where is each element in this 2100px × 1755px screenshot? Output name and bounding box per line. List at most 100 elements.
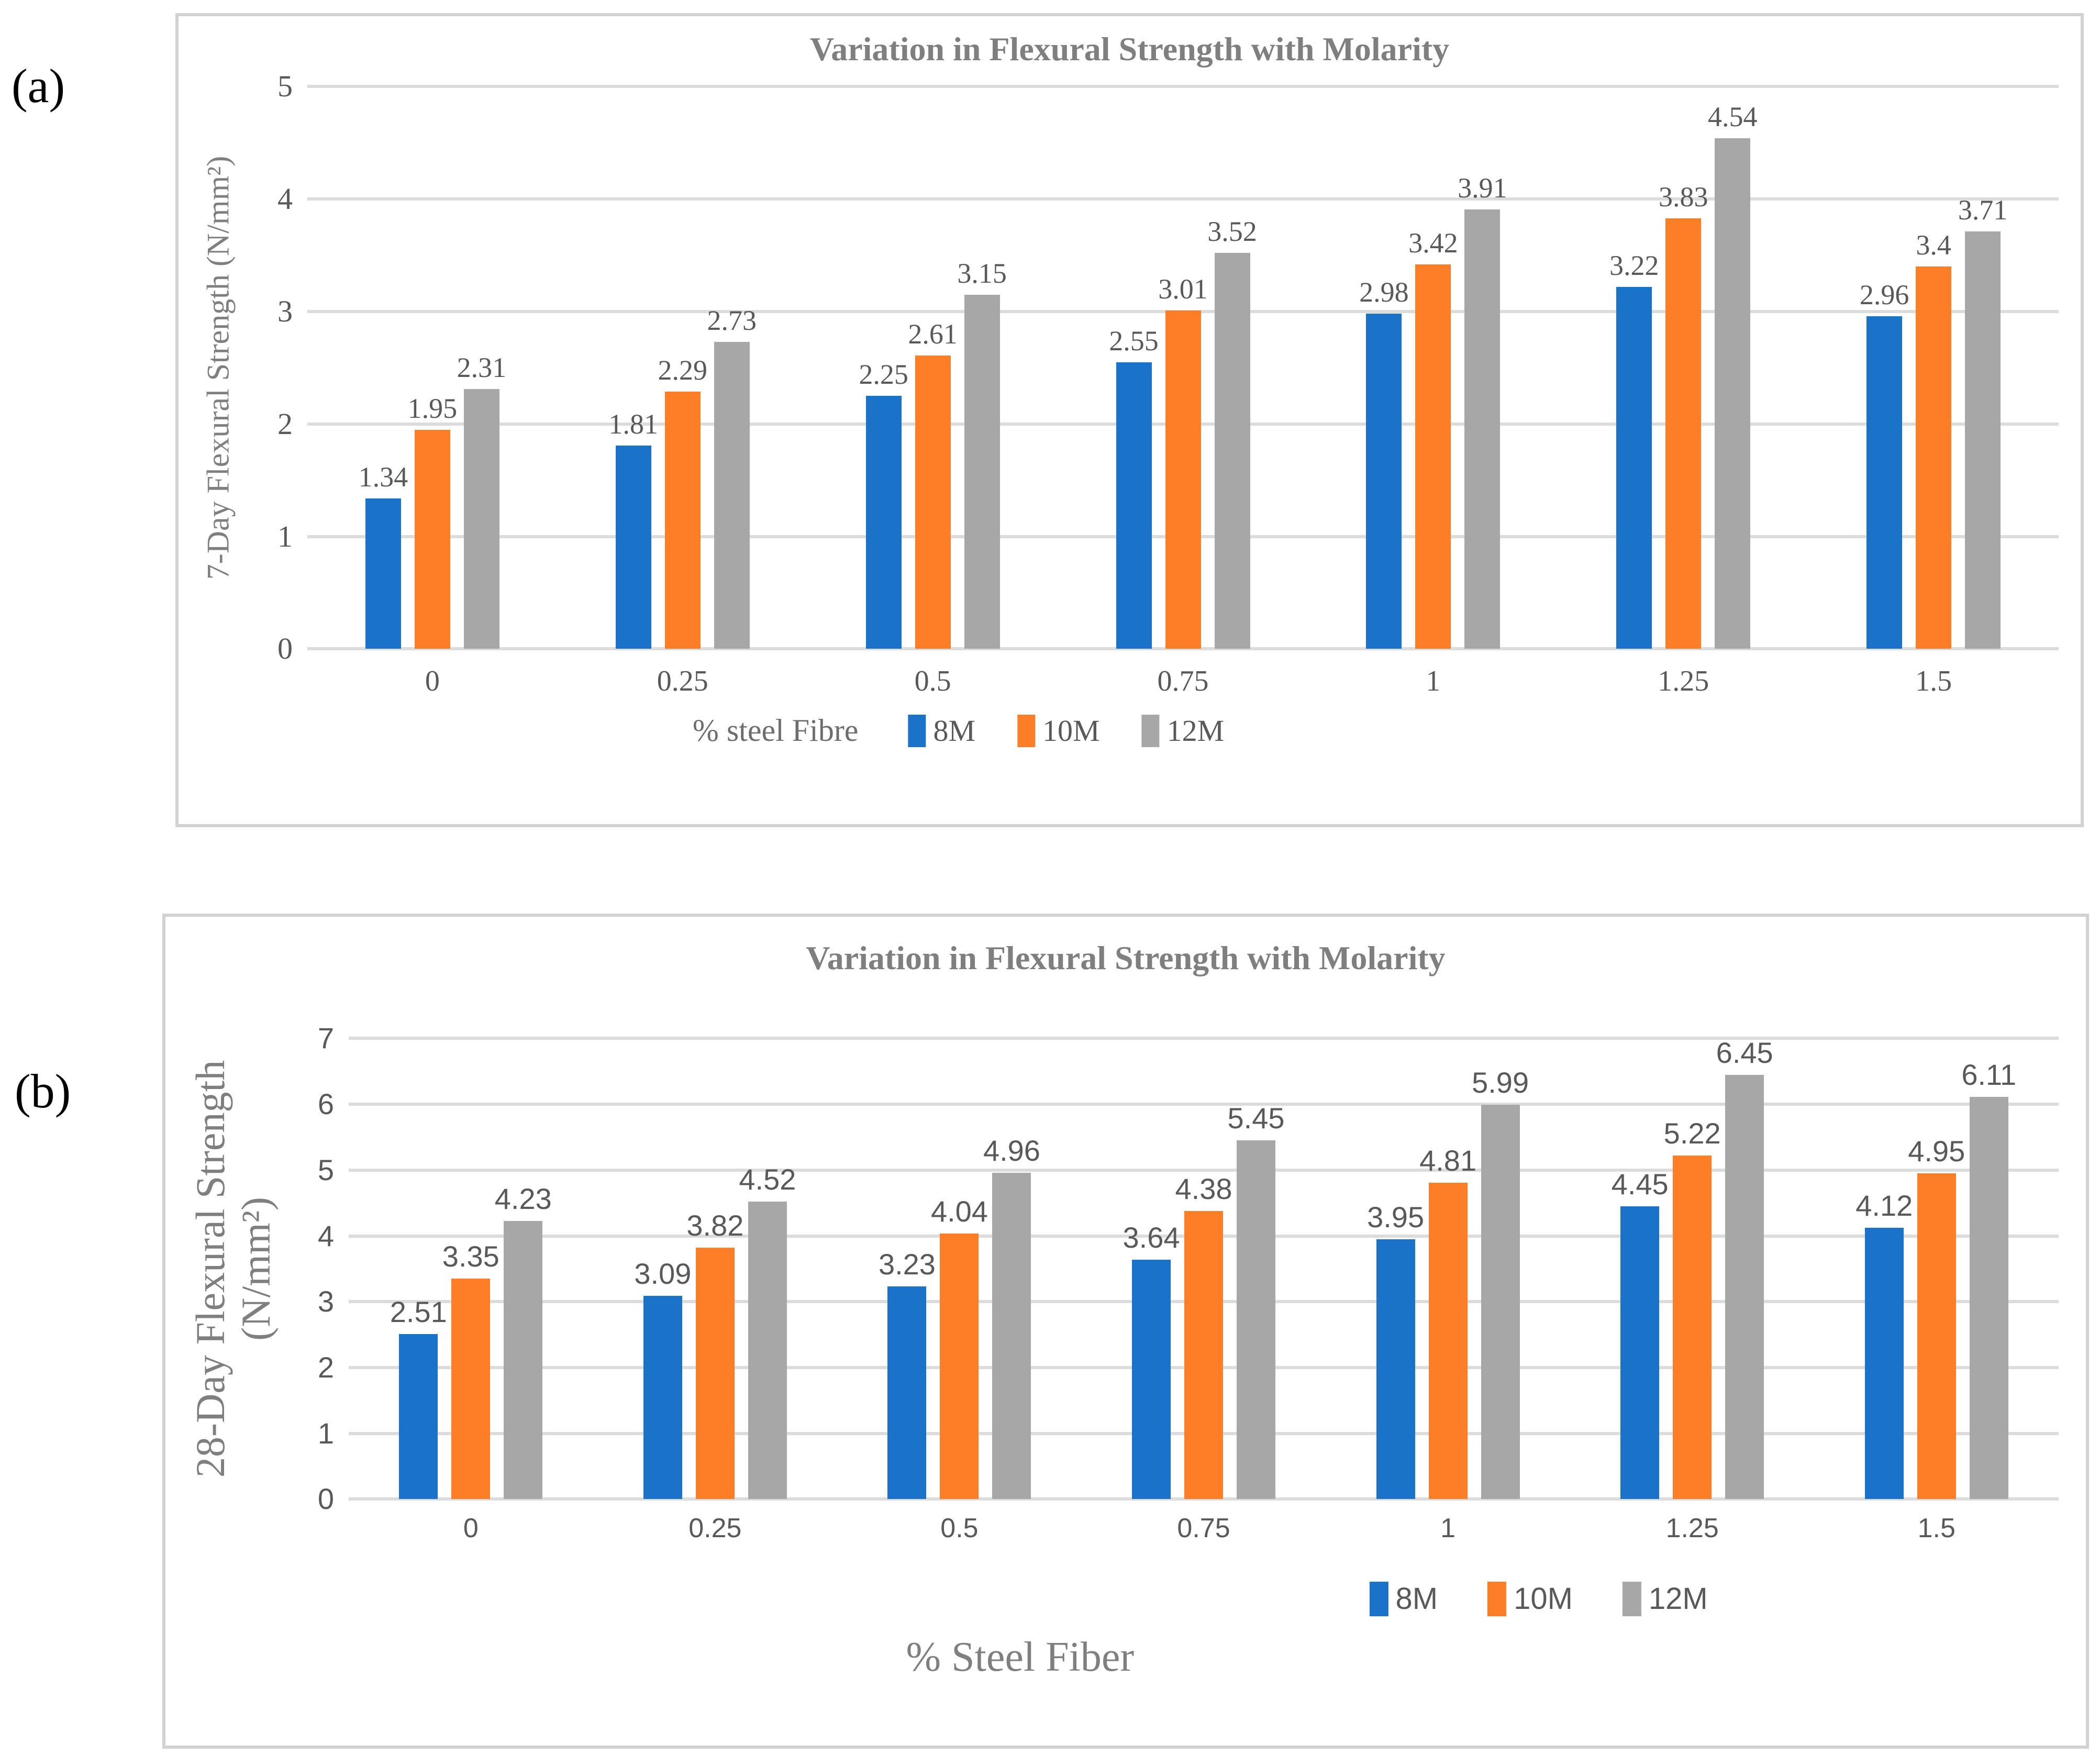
bar-10m-1.25 bbox=[1673, 1156, 1712, 1499]
bar-8m-0 bbox=[399, 1334, 438, 1499]
chart-b-legend: 8M 10M 12M bbox=[1369, 1582, 1708, 1617]
data-label-12m-0: 4.23 bbox=[494, 1182, 552, 1215]
y-tick-label-3: 3 bbox=[277, 294, 293, 328]
bar-slot: 3.22 bbox=[1609, 86, 1659, 649]
data-label-8m-1.5: 2.96 bbox=[1859, 279, 1909, 310]
x-tick-label-0: 0 bbox=[463, 1513, 479, 1544]
gridline-y4 bbox=[307, 197, 2059, 201]
bar-8m-0.25 bbox=[643, 1295, 682, 1499]
data-label-8m-0.5: 2.25 bbox=[859, 359, 908, 391]
data-label-8m-0.75: 2.55 bbox=[1109, 325, 1159, 357]
bar-12m-0.25 bbox=[748, 1202, 787, 1499]
x-tick-label-1.5: 1.5 bbox=[1915, 665, 1952, 698]
x-tick-label-1: 1 bbox=[1426, 665, 1441, 698]
bar-12m-0.75 bbox=[1214, 253, 1250, 649]
bar-8m-1.5 bbox=[1866, 316, 1903, 649]
data-label-10m-0.25: 2.29 bbox=[658, 354, 708, 386]
y-tick-label-2: 2 bbox=[317, 1350, 334, 1384]
bar-slot: 4.96 bbox=[983, 1038, 1040, 1499]
data-label-12m-0.75: 5.45 bbox=[1227, 1102, 1285, 1135]
gridline-y0 bbox=[307, 647, 2059, 651]
bar-12m-0.75 bbox=[1237, 1140, 1276, 1499]
bar-group-0.25: 3.09 3.82 4.52 bbox=[593, 1038, 838, 1499]
bar-10m-0.25 bbox=[664, 391, 701, 649]
bar-8m-1.25 bbox=[1616, 286, 1652, 649]
bar-8m-0.5 bbox=[865, 396, 902, 649]
legend-item-10m: 10M bbox=[1017, 714, 1100, 747]
y-tick-label-1: 1 bbox=[317, 1416, 334, 1450]
bar-12m-1.25 bbox=[1715, 138, 1751, 649]
data-label-10m-0.5: 4.04 bbox=[930, 1194, 988, 1228]
bar-8m-1 bbox=[1376, 1239, 1415, 1499]
legend-swatch-12m bbox=[1141, 714, 1160, 747]
data-label-12m-0.25: 4.52 bbox=[739, 1163, 796, 1196]
bar-group-0: 2.51 3.35 4.23 bbox=[349, 1038, 593, 1499]
legend-label-12m: 12M bbox=[1648, 1582, 1708, 1616]
x-tick-label-1: 1 bbox=[1440, 1513, 1456, 1544]
bar-slot: 3.09 bbox=[634, 1038, 691, 1499]
data-label-12m-0.5: 4.96 bbox=[983, 1134, 1040, 1167]
gridline-y7 bbox=[349, 1037, 2059, 1040]
bar-slot: 2.96 bbox=[1860, 86, 1909, 649]
legend-swatch-10m bbox=[1017, 714, 1036, 747]
chart-b-y-axis-ticks: 0 1 2 3 4 5 6 7 bbox=[296, 1024, 349, 1514]
bar-10m-0.5 bbox=[940, 1233, 979, 1499]
data-label-8m-0: 1.34 bbox=[358, 461, 408, 493]
data-label-12m-1: 3.91 bbox=[1458, 172, 1507, 204]
chart-a-x-axis-title: % steel Fibre bbox=[692, 713, 859, 748]
bar-slot: 5.99 bbox=[1472, 1038, 1529, 1499]
bar-8m-0.75 bbox=[1116, 362, 1152, 649]
chart-a-y-axis-ticks: 0 1 2 3 4 5 bbox=[250, 71, 307, 664]
bar-slot: 4.04 bbox=[931, 1038, 988, 1499]
bar-12m-1.5 bbox=[1965, 231, 2001, 649]
chart-b-x-axis-ticks: 0 0.25 0.5 0.75 1 1.25 1.5 bbox=[165, 1499, 2086, 1551]
x-axis-spacer bbox=[179, 667, 307, 701]
y-tick-label-2: 2 bbox=[277, 406, 293, 441]
chart-b-x-axis-title-row: % Steel Fiber bbox=[165, 1634, 2086, 1696]
data-label-10m-1.5: 4.95 bbox=[1908, 1135, 1965, 1168]
chart-b-y-axis-title: 28-Day Flexural Strength (N/mm²) bbox=[171, 1038, 296, 1499]
bar-8m-0 bbox=[365, 498, 401, 649]
bar-slot: 3.23 bbox=[879, 1038, 936, 1499]
chart-a-x-axis-ticks: 0 0.25 0.5 0.75 1 1.25 1.5 bbox=[179, 649, 2081, 701]
bar-slot: 4.81 bbox=[1419, 1038, 1476, 1499]
bar-group-1.5: 2.96 3.4 3.71 bbox=[1808, 86, 2059, 649]
legend-item-12m: 12M bbox=[1141, 714, 1224, 747]
chart-b-panel: Variation in Flexural Strength with Mola… bbox=[162, 914, 2089, 1749]
bar-12m-0 bbox=[504, 1220, 543, 1499]
y-tick-label-3: 3 bbox=[317, 1285, 334, 1318]
bar-slot: 2.31 bbox=[457, 86, 506, 649]
bar-slot: 4.45 bbox=[1612, 1038, 1669, 1499]
chart-b-title: Variation in Flexural Strength with Mola… bbox=[806, 939, 1446, 976]
bar-slot: 3.42 bbox=[1408, 86, 1458, 649]
bar-slot: 2.25 bbox=[859, 86, 908, 649]
chart-a-x-labels: 0 0.25 0.5 0.75 1 1.25 1.5 bbox=[307, 667, 2059, 701]
bar-slot: 3.52 bbox=[1207, 86, 1257, 649]
data-label-8m-1: 3.95 bbox=[1367, 1200, 1425, 1234]
bar-slot: 3.64 bbox=[1123, 1038, 1180, 1499]
bar-10m-1.5 bbox=[1916, 266, 1952, 649]
bar-group-1.25: 3.22 3.83 4.54 bbox=[1558, 86, 1808, 649]
bar-12m-0.5 bbox=[964, 294, 1000, 649]
x-tick-label-0.25: 0.25 bbox=[657, 665, 708, 698]
bar-slot: 4.54 bbox=[1708, 86, 1757, 649]
chart-b-x-axis-title: % Steel Fiber bbox=[906, 1634, 1134, 1681]
bar-group-1: 3.95 4.81 5.99 bbox=[1326, 1038, 1570, 1499]
x-tick-label-0.5: 0.5 bbox=[940, 1513, 979, 1544]
data-label-12m-0.5: 3.15 bbox=[957, 257, 1007, 289]
bar-slot: 3.01 bbox=[1158, 86, 1208, 649]
bar-slot: 3.35 bbox=[442, 1038, 499, 1499]
chart-a-plot-area: 1.34 1.95 2.31 1.81 2.29 2.73 2.25 2.61 3.15 2.55… bbox=[307, 85, 2059, 651]
gridline-y5 bbox=[349, 1168, 2059, 1172]
y-tick-label-7: 7 bbox=[317, 1021, 334, 1055]
legend-item-10m: 10M bbox=[1487, 1582, 1573, 1617]
data-label-10m-1: 4.81 bbox=[1419, 1143, 1477, 1177]
bar-10m-0.5 bbox=[915, 355, 951, 649]
bar-10m-0.25 bbox=[695, 1248, 735, 1499]
bar-8m-1.5 bbox=[1864, 1228, 1904, 1499]
legend-item-8m: 8M bbox=[1369, 1582, 1438, 1617]
bar-group-1: 2.98 3.42 3.91 bbox=[1308, 86, 1558, 649]
bar-slot: 5.45 bbox=[1228, 1038, 1285, 1499]
chart-b-body: 28-Day Flexural Strength (N/mm²) 0 1 2 3 4 5 6… bbox=[165, 1024, 2086, 1514]
